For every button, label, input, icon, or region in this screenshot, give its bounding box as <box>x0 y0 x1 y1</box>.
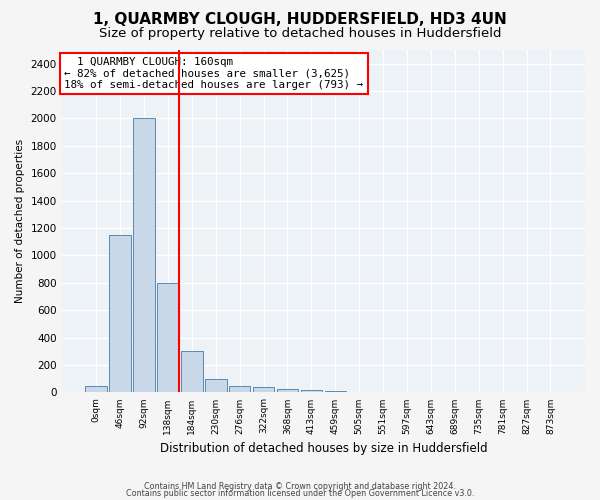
Bar <box>181 352 203 393</box>
Bar <box>229 386 250 392</box>
Bar <box>133 118 155 392</box>
Bar <box>253 387 274 392</box>
Bar <box>277 389 298 392</box>
X-axis label: Distribution of detached houses by size in Huddersfield: Distribution of detached houses by size … <box>160 442 487 455</box>
Text: Contains public sector information licensed under the Open Government Licence v3: Contains public sector information licen… <box>126 488 474 498</box>
Text: Contains HM Land Registry data © Crown copyright and database right 2024.: Contains HM Land Registry data © Crown c… <box>144 482 456 491</box>
Y-axis label: Number of detached properties: Number of detached properties <box>15 139 25 304</box>
Bar <box>109 235 131 392</box>
Bar <box>85 386 107 392</box>
Bar <box>205 378 227 392</box>
Text: Size of property relative to detached houses in Huddersfield: Size of property relative to detached ho… <box>99 28 501 40</box>
Text: 1 QUARMBY CLOUGH: 160sqm
← 82% of detached houses are smaller (3,625)
18% of sem: 1 QUARMBY CLOUGH: 160sqm ← 82% of detach… <box>64 57 363 90</box>
Bar <box>301 390 322 392</box>
Text: 1, QUARMBY CLOUGH, HUDDERSFIELD, HD3 4UN: 1, QUARMBY CLOUGH, HUDDERSFIELD, HD3 4UN <box>93 12 507 28</box>
Bar <box>325 391 346 392</box>
Bar <box>157 283 179 393</box>
